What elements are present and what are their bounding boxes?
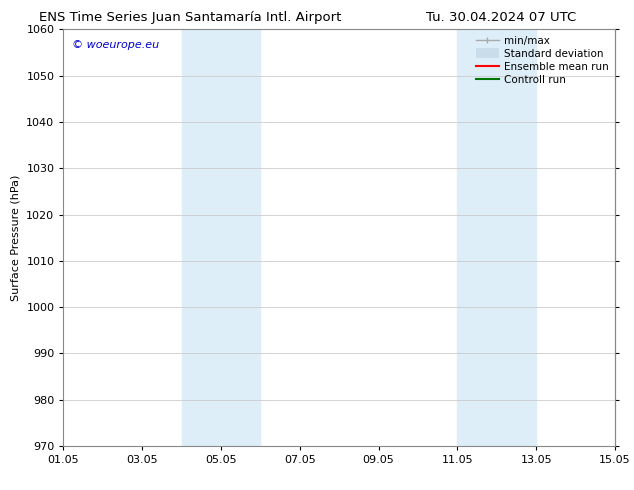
Bar: [457, 29, 536, 446]
Bar: [181, 29, 261, 446]
Y-axis label: Surface Pressure (hPa): Surface Pressure (hPa): [11, 174, 21, 301]
Text: ENS Time Series Juan Santamaría Intl. Airport: ENS Time Series Juan Santamaría Intl. Ai…: [39, 11, 341, 24]
Legend: min/max, Standard deviation, Ensemble mean run, Controll run: min/max, Standard deviation, Ensemble me…: [472, 31, 613, 89]
Text: © woeurope.eu: © woeurope.eu: [72, 40, 158, 50]
Text: Tu. 30.04.2024 07 UTC: Tu. 30.04.2024 07 UTC: [426, 11, 576, 24]
